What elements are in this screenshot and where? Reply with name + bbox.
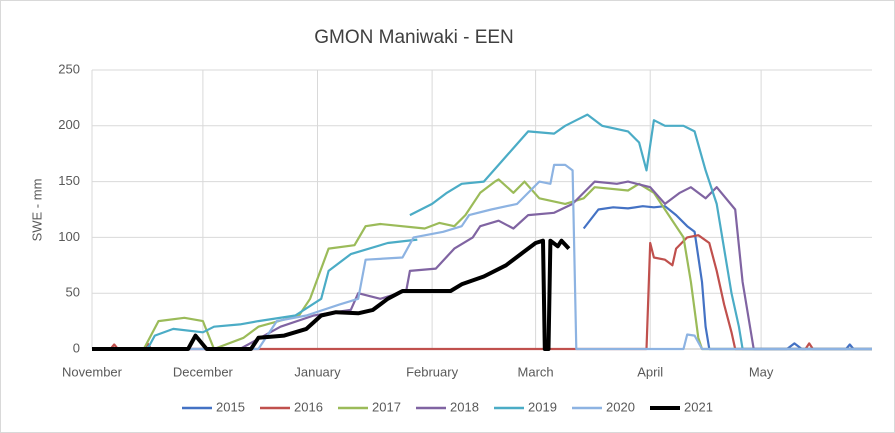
y-tick-label: 0 [73, 340, 80, 355]
legend: 2015 2016 2017 2018 2019 2020 2021 [182, 399, 713, 414]
series-line [92, 163, 872, 351]
series-line [92, 178, 872, 351]
legend-label: 2018 [450, 399, 479, 414]
chart-title: GMON Maniwaki - EEN [314, 27, 514, 48]
series-line [92, 180, 872, 351]
legend-label: 2017 [372, 399, 401, 414]
x-tick-label: February [406, 364, 459, 379]
legend-label: 2016 [294, 399, 323, 414]
series-line [92, 113, 872, 351]
y-tick-label: 100 [58, 229, 80, 244]
legend-label: 2021 [684, 399, 713, 414]
x-tick-label: January [294, 364, 341, 379]
y-tick-label: 150 [58, 173, 80, 188]
series-line [92, 238, 571, 351]
lines [92, 113, 872, 351]
x-tick-label: December [173, 364, 234, 379]
legend-label: 2020 [606, 399, 635, 414]
x-tick-label: April [637, 364, 663, 379]
y-tick-label: 250 [58, 61, 80, 76]
legend-label: 2015 [216, 399, 245, 414]
y-tick-label: 200 [58, 117, 80, 132]
y-tick-label: 50 [66, 285, 80, 300]
x-tick-label: May [749, 364, 774, 379]
x-tick-label: March [518, 364, 554, 379]
legend-label: 2019 [528, 399, 557, 414]
x-tick-label: November [62, 364, 123, 379]
y-axis-label: SWE - mm [29, 179, 44, 242]
